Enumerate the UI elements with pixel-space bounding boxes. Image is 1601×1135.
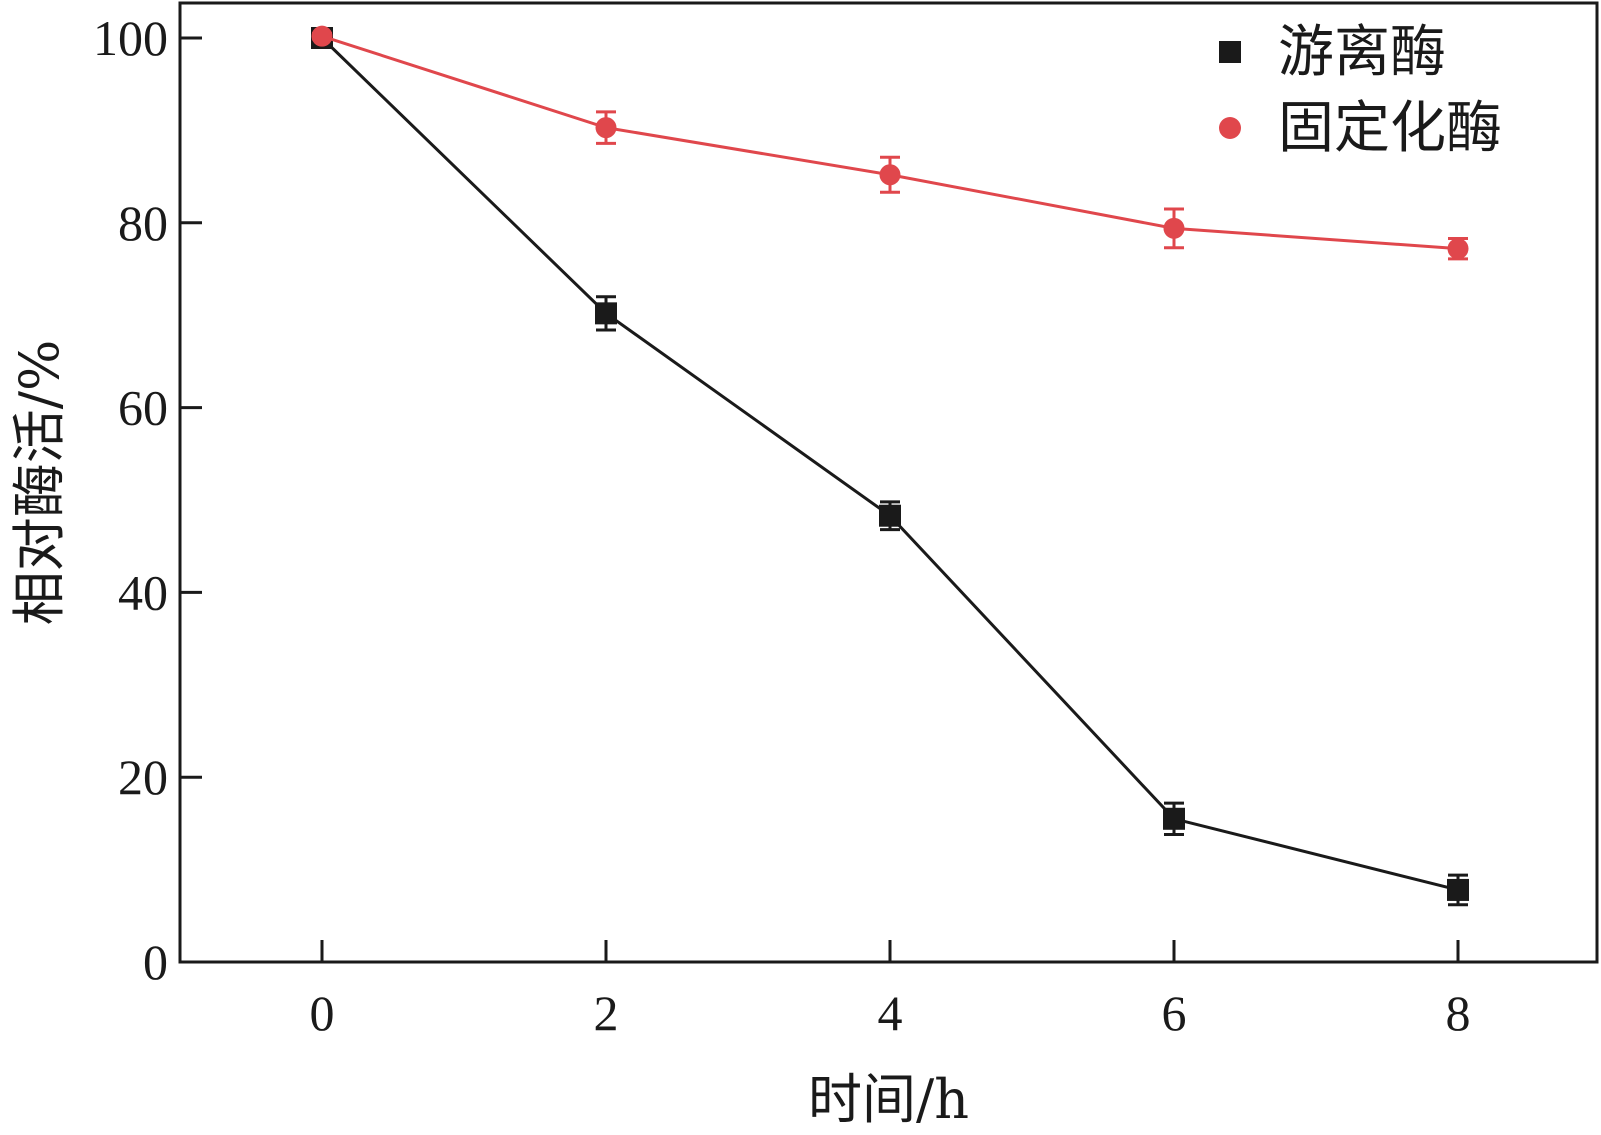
x-axis-title: 时间/h <box>808 1068 969 1131</box>
data-point <box>879 504 901 527</box>
data-point <box>595 302 617 325</box>
y-tick-label: 40 <box>118 564 168 620</box>
x-tick-label: 0 <box>310 985 335 1041</box>
y-axis-title: 相对酶活/% <box>8 340 71 626</box>
x-tick-label: 2 <box>594 985 619 1041</box>
y-tick-label: 20 <box>118 749 168 805</box>
y-tick-label: 80 <box>118 195 168 251</box>
data-point <box>1447 238 1469 260</box>
plot-area <box>311 25 1469 907</box>
data-point <box>311 25 333 47</box>
y-tick-label: 0 <box>143 934 168 990</box>
y-tick-label: 100 <box>93 10 168 66</box>
x-tick-label: 8 <box>1446 985 1471 1041</box>
legend-label: 游离酶 <box>1278 20 1446 85</box>
data-point <box>595 117 617 139</box>
data-point <box>879 164 901 186</box>
legend-marker <box>1219 41 1241 63</box>
data-point <box>1163 217 1185 239</box>
legend-marker <box>1219 117 1241 139</box>
x-tick-label: 6 <box>1162 985 1187 1041</box>
legend-label: 固定化酶 <box>1278 96 1502 161</box>
data-point <box>1447 878 1469 901</box>
series-2 <box>311 25 1469 261</box>
x-tick-label: 4 <box>878 985 903 1041</box>
data-point <box>1163 807 1185 830</box>
y-tick-label: 60 <box>118 380 168 436</box>
